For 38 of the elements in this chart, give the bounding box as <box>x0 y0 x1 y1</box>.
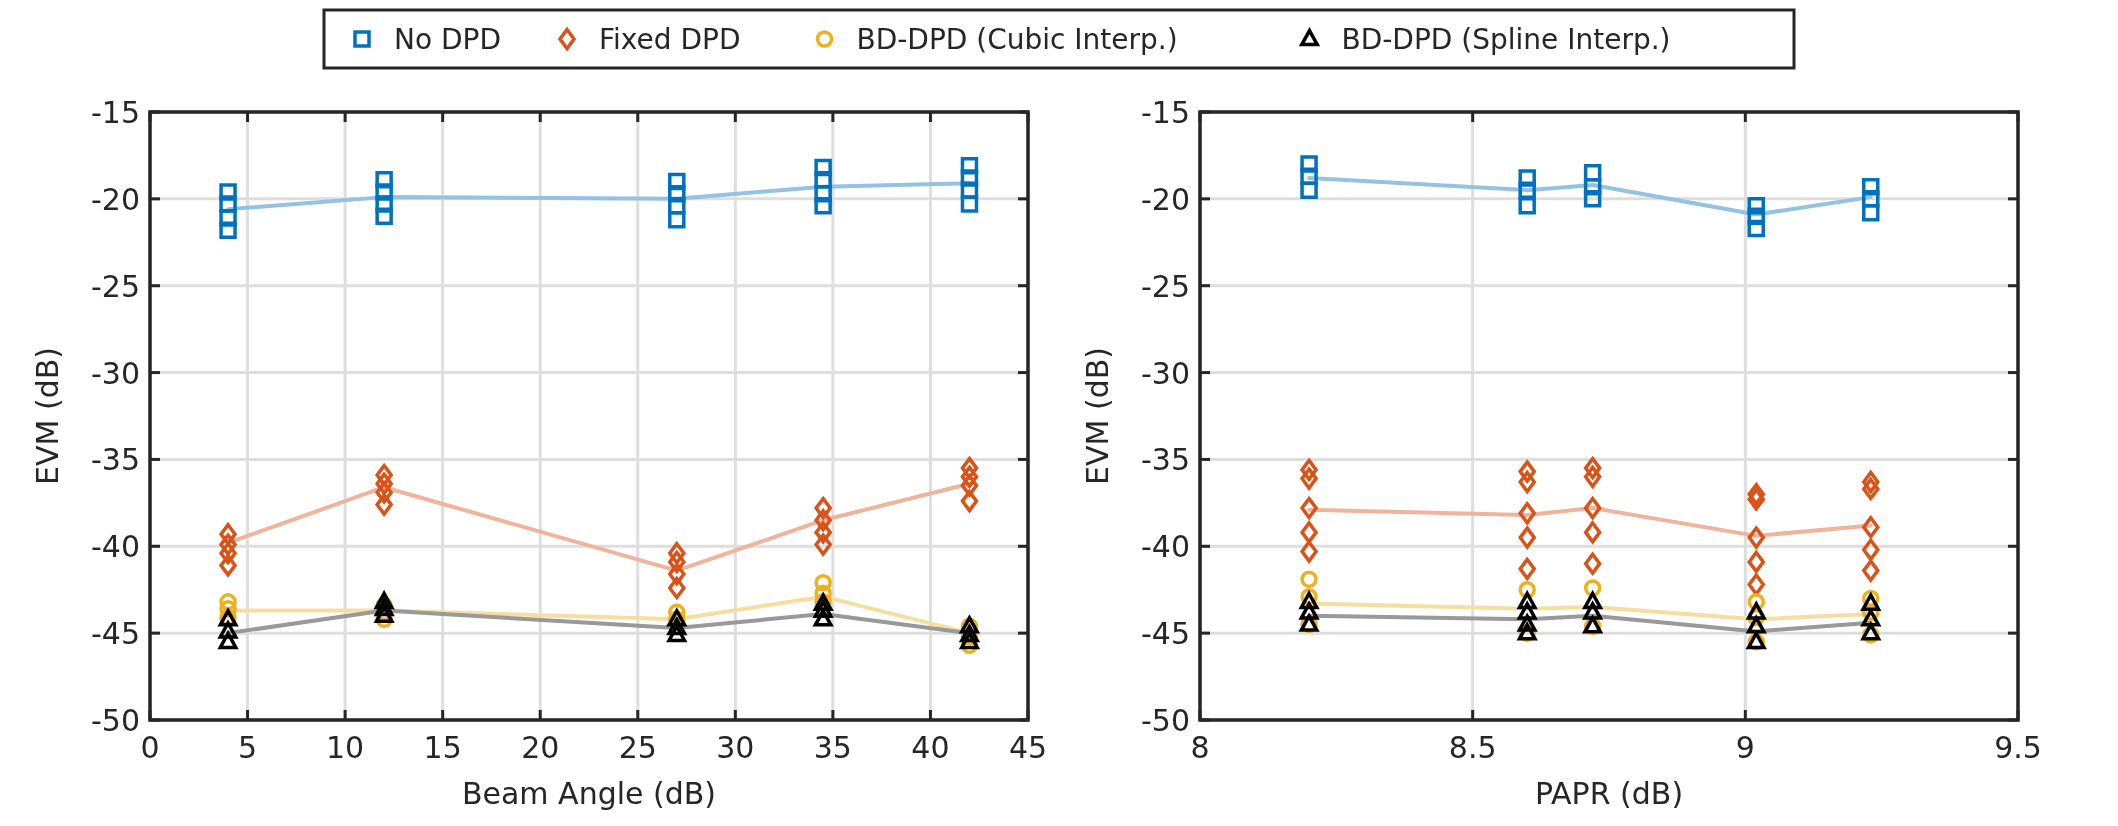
legend-label: BD-DPD (Cubic Interp.) <box>856 23 1178 56</box>
x-tick-label: 9.5 <box>1994 730 2042 765</box>
legend-label: BD-DPD (Spline Interp.) <box>1341 23 1671 56</box>
y-tick-label: -50 <box>1141 703 1190 738</box>
x-tick-label: 8 <box>1190 730 1210 765</box>
x-tick-label: 35 <box>813 730 852 765</box>
x-tick-label: 9 <box>1735 730 1755 765</box>
y-tick-label: -20 <box>91 181 140 217</box>
y-tick-label: -25 <box>91 268 140 304</box>
y-tick-label: -50 <box>91 703 140 738</box>
y-tick-label: -30 <box>1141 355 1190 391</box>
legend-label: No DPD <box>394 23 501 56</box>
y-tick-label: -25 <box>1141 268 1190 304</box>
y-tick-label: -15 <box>1141 95 1190 130</box>
y-axis-title: EVM (dB) <box>1080 347 1115 485</box>
x-tick-label: 20 <box>521 730 560 765</box>
x-tick-label: 30 <box>716 730 755 765</box>
x-tick-label: 40 <box>911 730 950 765</box>
x-tick-label: 0 <box>140 730 160 765</box>
x-tick-label: 45 <box>1008 730 1048 765</box>
x-axis-title: Beam Angle (dB) <box>461 776 717 811</box>
y-tick-label: -40 <box>91 529 140 565</box>
legend-label: Fixed DPD <box>599 23 741 56</box>
y-tick-label: -35 <box>1141 442 1190 478</box>
y-tick-label: -45 <box>91 616 140 652</box>
y-tick-label: -40 <box>1141 529 1190 565</box>
x-tick-label: 8.5 <box>1448 730 1497 765</box>
y-tick-label: -35 <box>91 442 140 478</box>
y-tick-label: -15 <box>91 95 140 130</box>
x-tick-label: 5 <box>238 730 258 765</box>
x-axis-title: PAPR (dB) <box>1534 776 1684 811</box>
x-tick-label: 10 <box>326 730 365 765</box>
x-tick-label: 15 <box>423 730 462 765</box>
y-tick-label: -20 <box>1141 181 1190 217</box>
y-tick-label: -30 <box>91 355 140 391</box>
y-axis-title: EVM (dB) <box>30 347 65 485</box>
x-tick-label: 25 <box>618 730 657 765</box>
y-tick-label: -45 <box>1141 616 1190 652</box>
